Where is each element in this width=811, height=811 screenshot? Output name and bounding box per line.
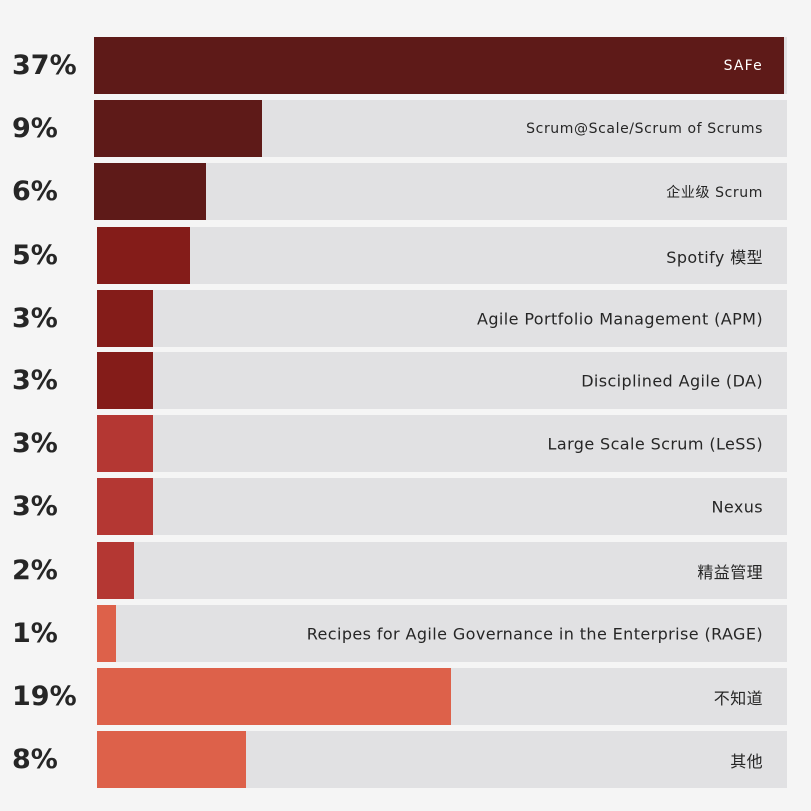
bar: [97, 605, 116, 662]
value-label: 1%: [12, 617, 58, 649]
bar: [97, 290, 153, 347]
bar: [97, 415, 153, 472]
category-label: 精益管理: [697, 562, 763, 582]
category-label: Nexus: [711, 497, 763, 516]
category-label: 不知道: [713, 688, 763, 708]
bar: [94, 37, 784, 94]
value-label: 9%: [12, 112, 58, 144]
bar-track: 其他: [97, 731, 787, 788]
category-label: Large Scale Scrum (LeSS): [547, 434, 763, 453]
bar-track: Nexus: [97, 478, 787, 535]
bar-track: SAFe: [94, 37, 787, 94]
category-label: SAFe: [723, 57, 763, 74]
value-label: 37%: [12, 49, 77, 81]
value-label: 8%: [12, 743, 58, 775]
bar: [97, 668, 451, 725]
bar: [97, 478, 153, 535]
bar-track: Spotify 模型: [97, 227, 787, 284]
category-label: Recipes for Agile Governance in the Ente…: [306, 624, 763, 643]
bar-track: Recipes for Agile Governance in the Ente…: [97, 605, 787, 662]
category-label: Disciplined Agile (DA): [581, 371, 763, 390]
bar: [97, 352, 153, 409]
value-label: 19%: [12, 680, 77, 712]
bar: [94, 100, 262, 157]
value-label: 6%: [12, 175, 58, 207]
bar-track: 精益管理: [97, 542, 787, 599]
value-label: 5%: [12, 239, 58, 271]
bar-track: Disciplined Agile (DA): [97, 352, 787, 409]
bar-track: 企业级 Scrum: [94, 163, 787, 220]
bar-track: 不知道: [97, 668, 787, 725]
category-label: Agile Portfolio Management (APM): [477, 309, 763, 328]
bar-track: Large Scale Scrum (LeSS): [97, 415, 787, 472]
bar: [97, 542, 134, 599]
category-label: 企业级 Scrum: [666, 184, 763, 201]
value-label: 3%: [12, 302, 58, 334]
category-label: Spotify 模型: [666, 247, 763, 267]
value-label: 3%: [12, 427, 58, 459]
bar-track: Agile Portfolio Management (APM): [97, 290, 787, 347]
category-label: 其他: [730, 751, 763, 771]
value-label: 2%: [12, 554, 58, 586]
bar: [97, 731, 246, 788]
bar: [94, 163, 206, 220]
bar-track: Scrum@Scale/Scrum of Scrums: [94, 100, 787, 157]
category-label: Scrum@Scale/Scrum of Scrums: [526, 120, 763, 137]
bar: [97, 227, 190, 284]
value-label: 3%: [12, 364, 58, 396]
value-label: 3%: [12, 490, 58, 522]
